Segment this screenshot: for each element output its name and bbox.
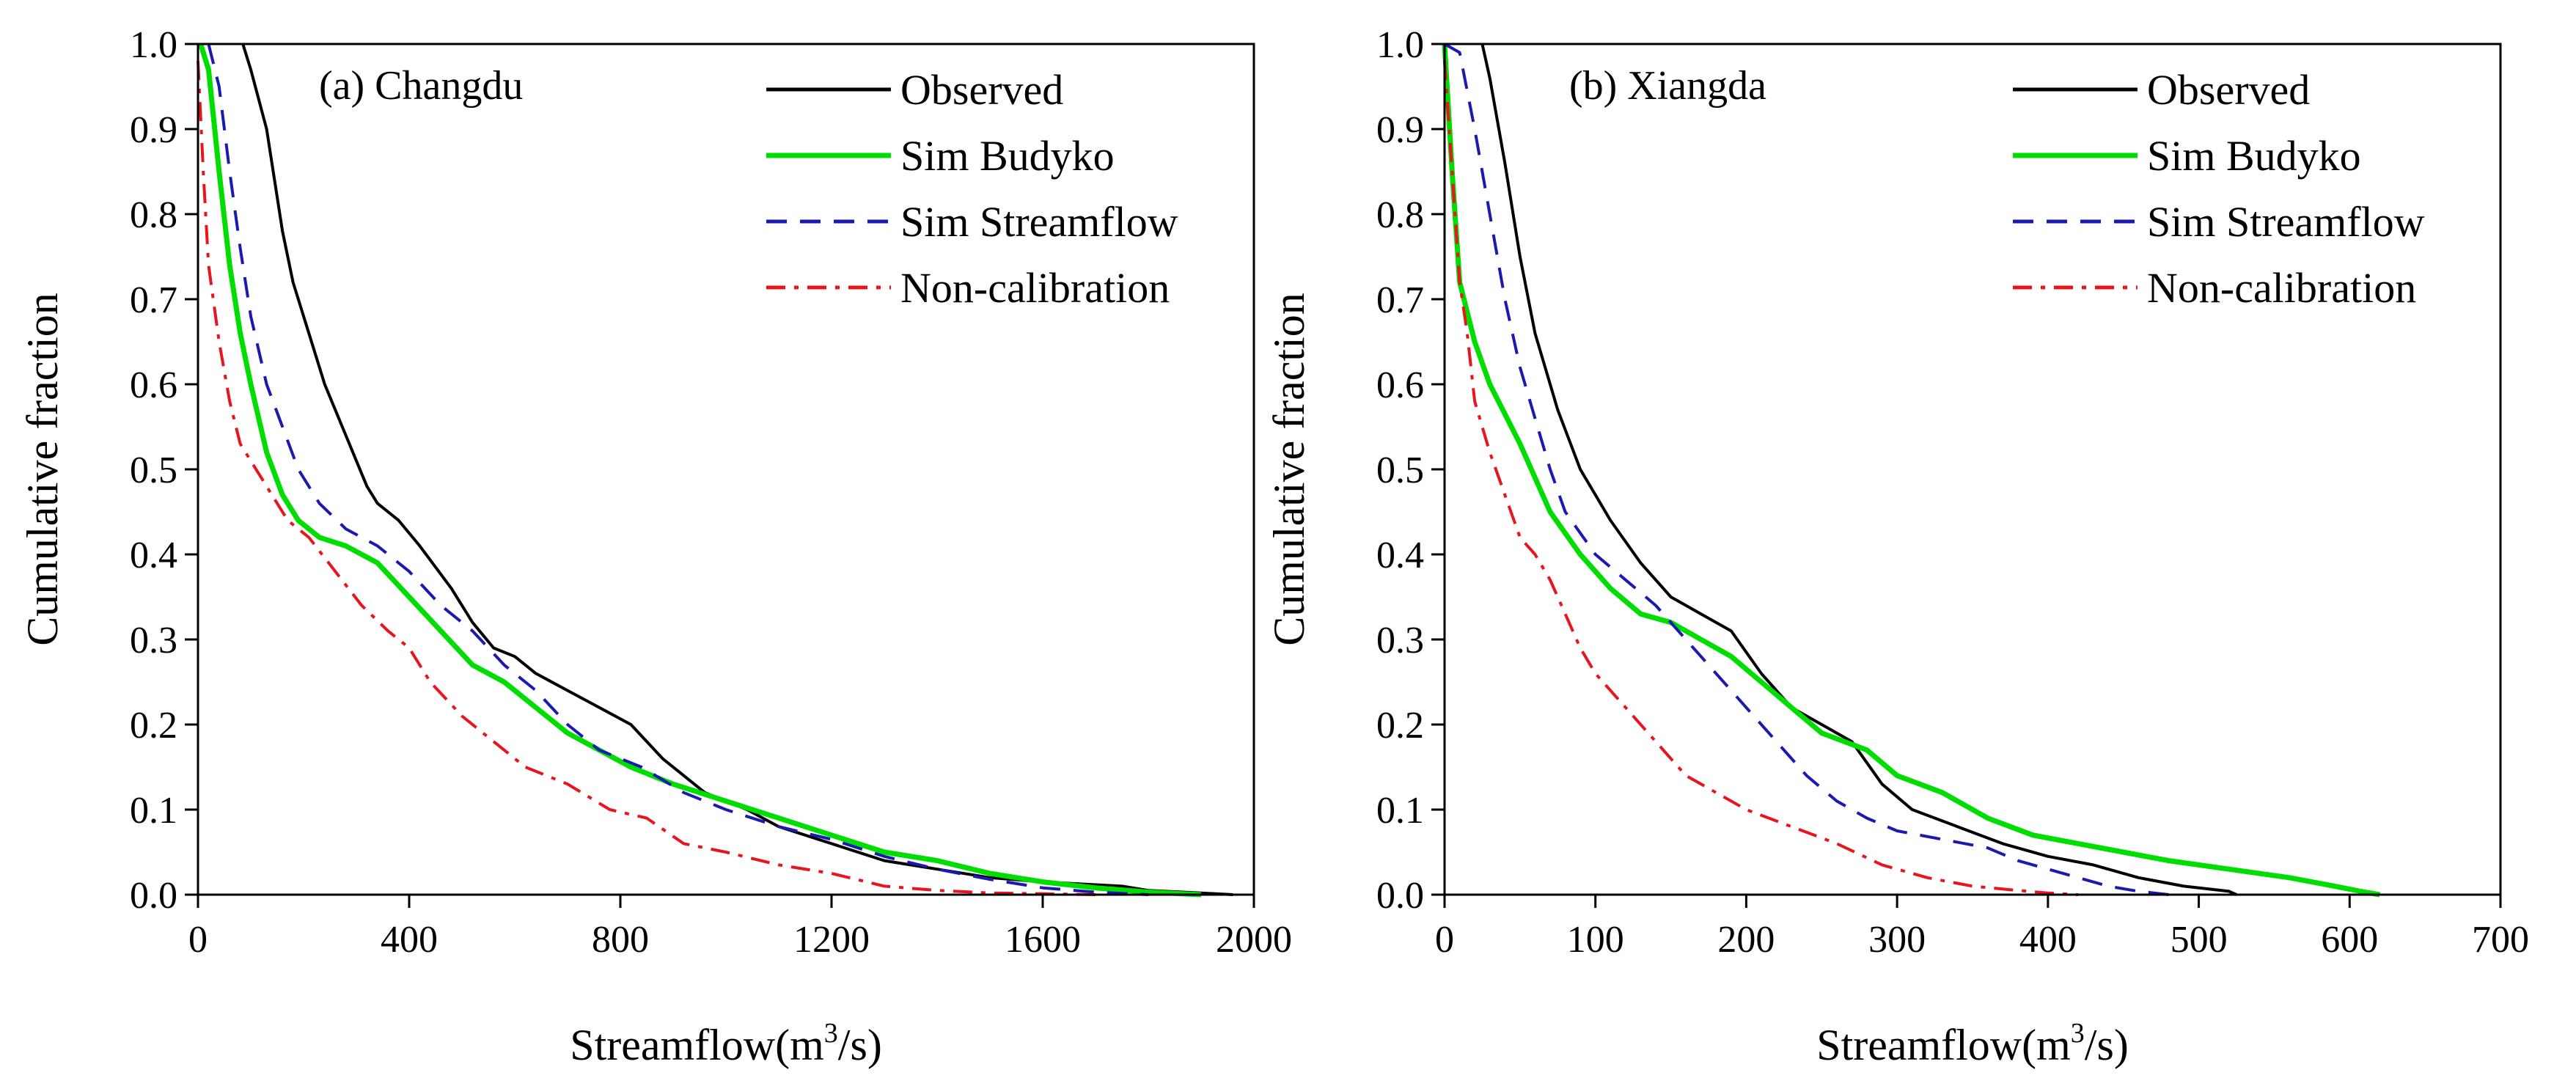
panel-b-series (1442, 43, 2380, 898)
panel-a-legend-label-observed: Observed (900, 66, 1063, 114)
panel-b-legend-label-sim-budyko: Sim Budyko (2147, 132, 2361, 180)
panel-b-y-tick-label: 1.0 (1376, 24, 1424, 66)
panel-a-series-observed (241, 43, 1233, 896)
panel-a-y-axis: 0.0 0.1 0.2 0.3 0.4 0.5 0.6 0.7 0.8 0.9 1.0 (130, 24, 198, 917)
panel-b-series-sim-streamflow (1444, 43, 2169, 896)
panel-a-y-tick-label: 0.0 (130, 875, 177, 917)
panel-b-y-tick-label: 0.6 (1376, 364, 1424, 406)
panel-a-series-sim-budyko (198, 43, 1202, 898)
panel-b-x-tick-label: 0 (1435, 919, 1454, 961)
panel-a-y-tick-label: 0.6 (130, 364, 177, 406)
panel-a-y-tick-label: 0.1 (130, 790, 177, 832)
panel-b-series-observed (1480, 43, 2237, 896)
panel-a-x-axis-title-main: Streamflow(m (570, 1021, 824, 1069)
panel-b: 0 100 200 300 400 500 600 700 0.00.10.20.30.40.… (1265, 24, 2529, 1069)
panel-b-y-tick-label: 0.1 (1376, 790, 1424, 832)
panel-a-y-tick-label: 0.5 (130, 450, 177, 491)
panel-a-x-axis-title-sup: 3 (824, 1018, 838, 1049)
panel-a-legend: Observed Sim Budyko Sim Streamflow Non-c… (766, 66, 1178, 312)
panel-b-x-tick-label: 200 (1717, 919, 1775, 961)
panel-a: 0 400 800 1200 1600 2000 0.00.10.20.30.40.50.… (18, 24, 1292, 1069)
panel-b-x-axis-title-sup: 3 (2071, 1018, 2085, 1049)
panel-b-y-tick-label: 0.7 (1376, 279, 1424, 321)
panel-b-x-tick-label: 100 (1567, 919, 1624, 961)
panel-b-legend: Observed Sim Budyko Sim Streamflow Non-c… (2013, 66, 2425, 312)
panel-b-x-tick-label: 500 (2170, 919, 2228, 961)
panel-b-x-tick-label: 600 (2321, 919, 2378, 961)
panel-b-legend-label-sim-streamflow: Sim Streamflow (2147, 198, 2425, 246)
panel-b-title: (b) Xiangda (1569, 63, 1766, 109)
panel-b-x-axis-title: Streamflow(m3/s) (1816, 1018, 2129, 1069)
panel-b-y-tick-label: 0.4 (1376, 535, 1424, 576)
panel-a-x-tick-label: 1200 (793, 919, 870, 961)
panel-a-x-tick-label: 2000 (1216, 919, 1292, 961)
panel-a-x-axis: 0 400 800 1200 1600 2000 (188, 895, 1292, 961)
panel-b-y-axis-title: Cumulative fraction (1265, 293, 1313, 646)
panel-b-x-axis: 0 100 200 300 400 500 600 700 (1435, 895, 2529, 961)
panel-a-x-tick-label: 1600 (1005, 919, 1081, 961)
panel-b-y-tick-label: 0.9 (1376, 109, 1424, 151)
panel-b-y-tick-label: 0.8 (1376, 194, 1424, 236)
panel-a-legend-label-sim-streamflow: Sim Streamflow (900, 198, 1178, 246)
panel-a-y-tick-label: 0.9 (130, 109, 177, 151)
panel-b-series-sim-budyko (1442, 43, 2380, 898)
panel-a-legend-label-sim-budyko: Sim Budyko (900, 132, 1115, 180)
panel-b-y-tick-label: 0.5 (1376, 450, 1424, 491)
panel-b-x-axis-title-main: Streamflow(m (1816, 1021, 2071, 1069)
panel-a-y-tick-label: 0.7 (130, 279, 177, 321)
panel-b-legend-label-non-calibration: Non-calibration (2147, 264, 2416, 312)
panel-b-y-tick-label: 0.0 (1376, 875, 1424, 917)
panel-b-y-tick-label: 0.2 (1376, 705, 1424, 747)
panel-b-x-axis-title-tail: /s) (2085, 1021, 2129, 1069)
panel-a-y-tick-label: 0.8 (130, 194, 177, 236)
panel-b-y-tick-label: 0.3 (1376, 620, 1424, 661)
panel-a-y-tick-label: 1.0 (130, 24, 177, 66)
panel-b-x-tick-label: 700 (2472, 919, 2529, 961)
panel-a-x-tick-label: 0 (188, 919, 208, 961)
panel-b-x-tick-label: 300 (1868, 919, 1926, 961)
panel-a-x-axis-title: Streamflow(m3/s) (570, 1018, 882, 1069)
panel-a-series (197, 43, 1233, 898)
panel-a-y-axis-title: Cumulative fraction (18, 293, 67, 646)
panel-a-series-sim-streamflow (207, 43, 1149, 896)
panel-b-x-tick-label: 400 (2019, 919, 2077, 961)
panel-b-legend-label-observed: Observed (2147, 66, 2310, 114)
panel-a-y-tick-label: 0.2 (130, 705, 177, 747)
panel-a-y-tick-label: 0.3 (130, 620, 177, 661)
panel-a-x-tick-label: 400 (381, 919, 438, 961)
panel-a-x-axis-title-tail: /s) (838, 1021, 882, 1069)
panel-a-x-tick-label: 800 (592, 919, 649, 961)
panel-a-y-tick-label: 0.4 (130, 535, 177, 576)
panel-a-series-non-calibration (197, 61, 1096, 896)
panel-a-legend-label-non-calibration: Non-calibration (900, 264, 1170, 312)
panel-a-title: (a) Changdu (319, 63, 523, 109)
panel-b-series-non-calibration (1443, 61, 2079, 896)
panel-b-y-axis: 0.0 0.1 0.2 0.3 0.4 0.5 0.6 0.7 0.8 0.9 1.0 (1376, 24, 1445, 917)
